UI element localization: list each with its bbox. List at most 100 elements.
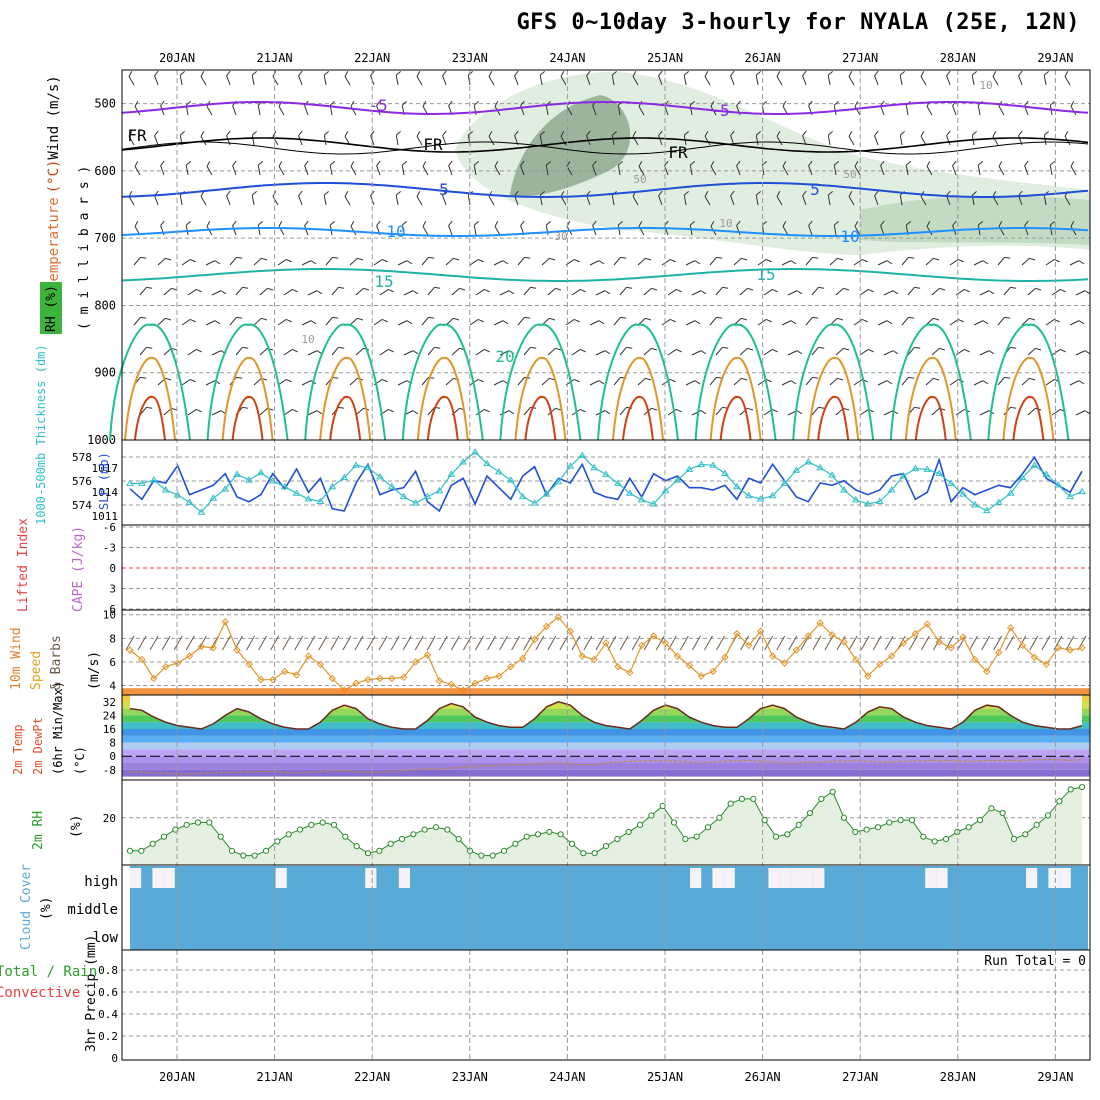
- wind-barb-flag: [520, 160, 525, 166]
- wind-barb: [854, 160, 861, 176]
- wind-barb-shaft: [901, 377, 909, 386]
- wind10m-marker: [1018, 641, 1027, 650]
- day-label-top: 27JAN: [842, 51, 878, 65]
- slp-marker: [138, 479, 146, 486]
- wind-barb: [1075, 350, 1091, 356]
- cloud-high-label: high: [84, 874, 118, 890]
- contour-label: 15: [374, 272, 393, 291]
- temp2m-title-minmax: (6hr Min/Max): [51, 681, 65, 775]
- wind-barb-flag: [772, 348, 778, 353]
- wind-barb: [325, 316, 339, 326]
- wind-barb: [805, 316, 819, 326]
- wind-barb-shaft: [848, 76, 855, 86]
- wind-barb-shaft: [205, 320, 216, 326]
- wind-barb-shaft: [211, 410, 222, 416]
- wind-barb-flag: [658, 70, 663, 76]
- contour-label: FR: [423, 135, 443, 154]
- wind-barb-flag: [242, 346, 249, 349]
- wind10m-marker: [578, 652, 586, 660]
- temp2m-axis-title: 2m DewPt: [31, 717, 45, 775]
- wind-barb-shaft: [805, 317, 813, 326]
- rh2m-marker: [648, 812, 655, 819]
- wind-barb-flag: [261, 257, 268, 261]
- slp-marker: [185, 498, 194, 505]
- wind-barb-shaft: [1021, 317, 1030, 326]
- rh2m-marker: [376, 847, 383, 854]
- day-label-top: 28JAN: [940, 51, 976, 65]
- temp2m-title-dewpt: 2m DewPt: [31, 717, 45, 775]
- temp2m-tick: 24: [103, 709, 117, 722]
- wind-barb: [899, 130, 905, 146]
- wind-barb-flag: [812, 376, 819, 379]
- temp2m-axis-title: (6hr Min/Max): [51, 681, 65, 775]
- wind-barb: [571, 288, 586, 296]
- wind10m-axis-title: & Barbs: [49, 635, 64, 690]
- wind-barb-shaft: [349, 377, 358, 386]
- wind-barb: [658, 130, 663, 146]
- wind-barb-shaft: [931, 287, 940, 296]
- rh2m-marker: [455, 835, 462, 843]
- wind-barb: [133, 316, 147, 326]
- wind-barb: [661, 318, 676, 326]
- wind-barb: [523, 346, 537, 356]
- wind-barb-shaft: [253, 377, 262, 386]
- wind-barb-flag: [298, 70, 303, 76]
- wind-barb-shaft: [422, 166, 429, 176]
- wind10m-axis-title: Speed: [29, 651, 44, 690]
- wind-barb-flag: [530, 346, 537, 349]
- wind10m-marker: [875, 660, 884, 669]
- wind-barb: [952, 160, 957, 176]
- wind-label: Wind (m/s): [46, 75, 62, 159]
- wind-barb-flag: [982, 380, 989, 385]
- wind-barb-flag: [1029, 257, 1036, 261]
- slp-marker: [352, 461, 360, 468]
- wind-barb-flag: [658, 190, 663, 196]
- wind-barb: [154, 190, 159, 206]
- wind-barb-flag: [722, 346, 729, 349]
- wind-barb: [494, 220, 501, 236]
- wind-barb-shaft: [835, 347, 844, 356]
- wind-barb-flag: [592, 220, 597, 226]
- wind-barb: [493, 320, 509, 326]
- wind-barb-flag: [670, 378, 676, 383]
- wind-barb-flag: [484, 288, 490, 293]
- wind-barb: [1051, 348, 1066, 356]
- wind-barb-shaft: [854, 226, 861, 236]
- wind-barb-flag: [514, 70, 519, 76]
- wind-barb: [859, 348, 874, 356]
- wind-barb-shaft: [160, 165, 165, 176]
- wind-barb-flag: [434, 286, 441, 289]
- rh-legend-swatch: [40, 282, 62, 334]
- wind-barb-shaft: [323, 75, 327, 86]
- wind-barb-flag: [772, 408, 778, 413]
- wind-barb-shaft: [278, 166, 285, 176]
- rh2m-marker: [727, 800, 734, 807]
- wind-barb-flag: [1018, 190, 1023, 196]
- wind-barb: [946, 190, 951, 206]
- wind-barb-flag: [214, 320, 221, 325]
- wind10m-marker: [923, 620, 932, 628]
- slp-marker: [1030, 461, 1039, 468]
- wind-barb: [907, 286, 921, 296]
- wind10m-marker: [685, 661, 694, 670]
- wind10m-barb: [173, 635, 183, 651]
- wind-barb-flag: [376, 160, 381, 166]
- wind-barb-flag: [395, 70, 401, 76]
- wind-barb: [416, 190, 423, 206]
- wind-barb-flag: [818, 286, 825, 289]
- wind-barb: [782, 220, 789, 236]
- wind-barb-flag: [1024, 160, 1029, 166]
- wind-barb-flag: [428, 316, 435, 319]
- wind-barb-shaft: [211, 290, 222, 296]
- wind-barb: [304, 160, 309, 176]
- wind-barb: [1051, 288, 1066, 296]
- wind-barb: [154, 70, 159, 86]
- wind-barb-flag: [988, 290, 995, 295]
- cloud-gap: [365, 868, 377, 888]
- wind-barb: [1018, 190, 1023, 206]
- wind-barb-flag: [316, 350, 323, 355]
- wind-barb-shaft: [613, 257, 621, 266]
- rh2m-marker: [716, 814, 723, 821]
- slp-marker: [947, 479, 955, 486]
- wind-barb-flag: [448, 220, 453, 226]
